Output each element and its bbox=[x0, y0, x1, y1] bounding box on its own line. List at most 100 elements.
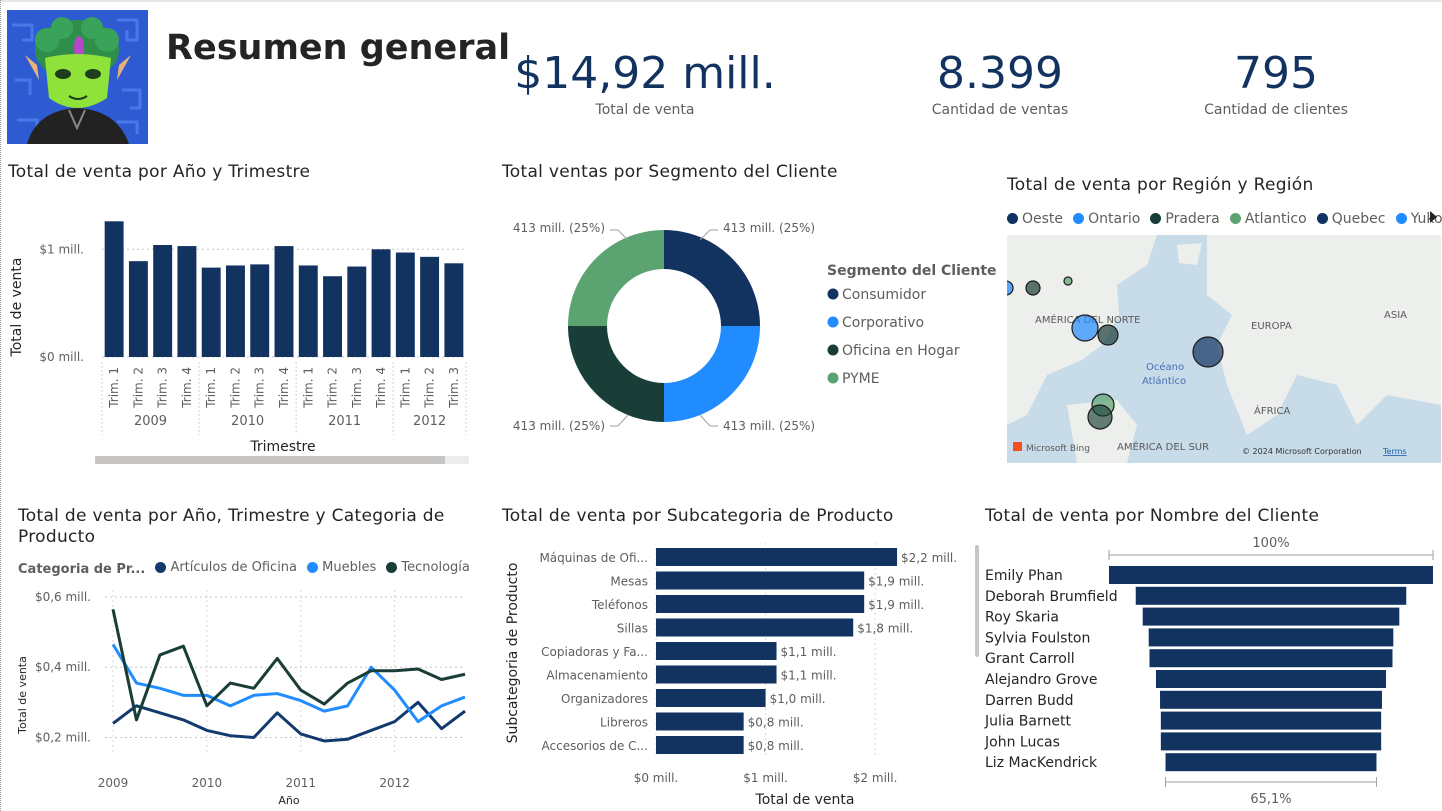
legend-label: Corporativo bbox=[842, 315, 924, 331]
map-label-ocean2: Atlántico bbox=[1142, 375, 1186, 387]
legend-dot bbox=[827, 344, 839, 356]
y-axis-title: Subcategoria de Producto bbox=[505, 563, 521, 744]
legend-next-arrow-icon[interactable] bbox=[1430, 211, 1437, 223]
x-tick-label: 2010 bbox=[192, 776, 223, 790]
x-tick-label: $0 mill. bbox=[634, 771, 679, 785]
value-label: $1,8 mill. bbox=[857, 622, 913, 636]
legend-item-articulos[interactable]: Artículos de Oficina bbox=[155, 560, 297, 575]
y-axis-title: Total de venta bbox=[16, 656, 29, 735]
line-chart-title: Total de venta por Año, Trimestre y Cate… bbox=[18, 506, 445, 548]
value-label: $1,9 mill. bbox=[868, 575, 924, 589]
customer-name: Liz MacKendrick bbox=[985, 755, 1098, 771]
map-label-sa: AMÉRICA DEL SUR bbox=[1117, 440, 1209, 453]
bar bbox=[226, 265, 245, 357]
legend-label: Consumidor bbox=[842, 287, 926, 303]
x-tick-label: Trim. 4 bbox=[180, 367, 194, 409]
series-line bbox=[112, 700, 466, 743]
legend-item-pradera[interactable]: Pradera bbox=[1150, 211, 1220, 227]
leader-line bbox=[610, 414, 629, 427]
slice-label: 413 mill. (25%) bbox=[723, 221, 815, 235]
legend-label: Oficina en Hogar bbox=[842, 343, 960, 359]
funnel-bar bbox=[1142, 607, 1400, 626]
map-terms-link: Terms bbox=[1382, 447, 1407, 456]
map-legend: Oeste Ontario Pradera Atlantico Quebec Y… bbox=[1007, 209, 1442, 228]
x-tick-label: Trim. 3 bbox=[253, 367, 267, 409]
value-label: $0,8 mill. bbox=[748, 739, 804, 753]
line-chart-category[interactable]: $0,6 mill. $0,4 mill. $0,2 mill. 2009 2010 20… bbox=[0, 580, 490, 811]
map-label-ocean: Océano bbox=[1146, 361, 1184, 373]
category-label: Libreros bbox=[600, 716, 648, 730]
customer-name: Roy Skaria bbox=[985, 610, 1059, 626]
bubble-atlantico-1 bbox=[1063, 276, 1073, 286]
legend-item-atlantico[interactable]: Atlantico bbox=[1229, 211, 1307, 227]
funnel-bar bbox=[1160, 711, 1382, 730]
legend-label: PYME bbox=[842, 371, 880, 387]
x-tick-label: Trim. 2 bbox=[423, 367, 437, 409]
bar bbox=[177, 246, 197, 357]
page-title: Resumen general bbox=[166, 28, 511, 68]
funnel-chart-customer[interactable]: 100% Emily Phan Deborah Brumfield Roy Skari… bbox=[980, 530, 1442, 811]
category-label: Almacenamiento bbox=[546, 669, 648, 683]
year-label: 2011 bbox=[328, 414, 361, 429]
leader-line bbox=[699, 229, 718, 241]
map-visual[interactable]: AMÉRICA DEL NORTE EUROPA ASIA Océano Atl… bbox=[1007, 235, 1441, 463]
bar-chart-year-quarter[interactable]: $1 mill. $0 mill. Total de venta Trim. 1 Tri… bbox=[0, 190, 480, 470]
legend-item-oeste[interactable]: Oeste bbox=[1007, 211, 1063, 227]
hbar-chart-title: Total de venta por Subcategoria de Produ… bbox=[502, 506, 894, 526]
legend-item-quebec[interactable]: Quebec bbox=[1316, 211, 1385, 227]
kpi-cantidad-clientes: 795 Cantidad de clientes bbox=[1156, 52, 1396, 119]
x-axis-title: Total de venta bbox=[755, 792, 855, 808]
legend-item-muebles[interactable]: Muebles bbox=[307, 560, 376, 575]
funnel-scrollbar[interactable] bbox=[975, 545, 979, 657]
y-axis-title: Total de venta bbox=[9, 258, 25, 358]
funnel-title: Total de venta por Nombre del Cliente bbox=[985, 506, 1320, 526]
bubble-ontario bbox=[1071, 314, 1099, 342]
bubble-pradera-2 bbox=[1097, 324, 1119, 346]
bar bbox=[128, 261, 148, 357]
value-label: $1,1 mill. bbox=[781, 645, 837, 659]
value-label: $0,8 mill. bbox=[748, 716, 804, 730]
x-tick-label: Trim. 1 bbox=[398, 367, 412, 409]
bing-logo: Microsoft Bing bbox=[1026, 444, 1090, 454]
x-tick-label: Trim. 3 bbox=[156, 367, 170, 409]
bar bbox=[444, 263, 464, 357]
value-label: $1,0 mill. bbox=[770, 692, 826, 706]
hbar bbox=[656, 736, 744, 754]
slice-label: 413 mill. (25%) bbox=[513, 419, 605, 433]
leader-line bbox=[699, 414, 718, 427]
y-tick-label: $0,2 mill. bbox=[35, 730, 91, 744]
x-tick-label: $1 mill. bbox=[743, 771, 788, 785]
world-map: AMÉRICA DEL NORTE EUROPA ASIA Océano Atl… bbox=[1007, 235, 1441, 463]
year-label: 2010 bbox=[231, 414, 264, 429]
legend-title: Categoria de Pr... bbox=[18, 562, 146, 577]
bar bbox=[420, 256, 440, 357]
bar bbox=[298, 265, 318, 357]
funnel-bar bbox=[1149, 649, 1393, 668]
category-label: Mesas bbox=[610, 575, 648, 589]
donut-chart-segment[interactable]: 413 mill. (25%) 413 mill. (25%) 413 mill. … bbox=[500, 190, 1000, 460]
hbar bbox=[656, 689, 766, 707]
bar-chart-title: Total de venta por Año y Trimestre bbox=[8, 162, 311, 182]
y-tick-label: $0,6 mill. bbox=[35, 590, 91, 604]
x-tick-label: Trim. 2 bbox=[228, 367, 242, 409]
legend-item-ontario[interactable]: Ontario bbox=[1073, 211, 1140, 227]
hbar-chart-subcategory[interactable]: $0 mill. $1 mill. $2 mill. Máquinas de Ofi.… bbox=[500, 535, 970, 811]
kpi-label: Total de venta bbox=[595, 102, 695, 118]
bar bbox=[274, 246, 294, 357]
bar bbox=[395, 252, 415, 357]
bar bbox=[153, 245, 173, 357]
funnel-bar bbox=[1165, 753, 1377, 772]
x-tick-label: $2 mill. bbox=[853, 771, 898, 785]
kpi-cantidad-ventas: 8.399 Cantidad de ventas bbox=[880, 52, 1120, 119]
avatar bbox=[7, 10, 148, 144]
hbar bbox=[656, 595, 865, 613]
funnel-bar bbox=[1160, 690, 1382, 709]
line-chart-title-line1: Total de venta por Año, Trimestre y Cate… bbox=[18, 506, 445, 526]
legend-dot bbox=[827, 288, 839, 300]
bubble-yukon bbox=[1007, 280, 1014, 296]
map-label-eu: EUROPA bbox=[1251, 321, 1292, 332]
y-tick-label: $0 mill. bbox=[39, 350, 84, 364]
category-label: Teléfonos bbox=[591, 598, 648, 612]
bottom-percent: 65,1% bbox=[1250, 792, 1291, 807]
legend-item-tecnologia[interactable]: Tecnología bbox=[386, 560, 470, 575]
